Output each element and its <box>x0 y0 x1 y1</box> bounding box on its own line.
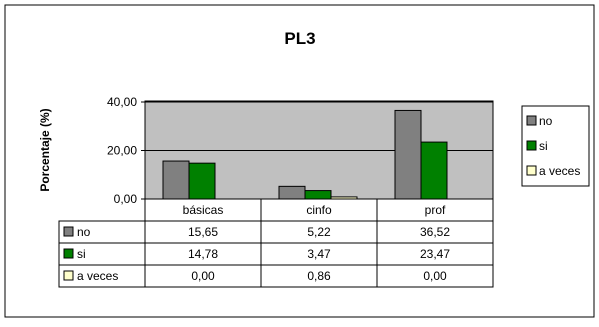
data-label: 15,65 <box>188 225 218 239</box>
x-tick-label: prof <box>425 203 446 217</box>
bars <box>162 109 448 200</box>
x-tick-label: básicas <box>183 203 224 217</box>
legend-label: no <box>539 114 553 128</box>
bar-no-cinfo <box>278 185 306 200</box>
table-series-name: si <box>77 247 86 261</box>
data-label: 23,47 <box>420 247 450 261</box>
data-label: 14,78 <box>188 247 218 261</box>
table-key-swatch <box>63 226 74 237</box>
data-label: 0,00 <box>423 269 447 283</box>
data-label: 0,86 <box>307 269 331 283</box>
data-label: 3,47 <box>307 247 331 261</box>
bar-no-prof <box>394 109 422 200</box>
bar-no-básicas <box>162 160 190 200</box>
data-label: 0,00 <box>191 269 215 283</box>
y-tick-label: 20,00 <box>107 144 137 158</box>
y-ticks: 0,00 20,00 40,00 <box>107 95 145 206</box>
legend: no si a veces <box>521 105 590 187</box>
legend-swatch <box>526 140 537 151</box>
table-series-name: a veces <box>77 269 118 283</box>
table-key-swatch <box>63 248 74 259</box>
data-label: 5,22 <box>307 225 331 239</box>
legend-swatch <box>526 165 537 176</box>
chart-title: PL3 <box>284 29 315 48</box>
y-tick-label: 0,00 <box>114 192 138 206</box>
y-axis-label: Porcentaje (%) <box>38 108 52 191</box>
bar-si-prof <box>420 141 448 200</box>
bar-si-básicas <box>188 162 216 200</box>
legend-swatch <box>526 115 537 126</box>
bar-si-cinfo <box>304 190 332 200</box>
table-series-name: no <box>77 225 91 239</box>
y-tick-label: 40,00 <box>107 95 137 109</box>
legend-label: si <box>539 139 548 153</box>
data-table: básicas cinfo prof no 15,65 5,22 36,52 si 14,78 3… <box>58 198 494 288</box>
legend-label: a veces <box>539 164 580 178</box>
x-tick-label: cinfo <box>306 203 332 217</box>
data-label: 36,52 <box>420 225 450 239</box>
table-key-swatch <box>63 270 74 281</box>
table-body <box>58 220 494 288</box>
